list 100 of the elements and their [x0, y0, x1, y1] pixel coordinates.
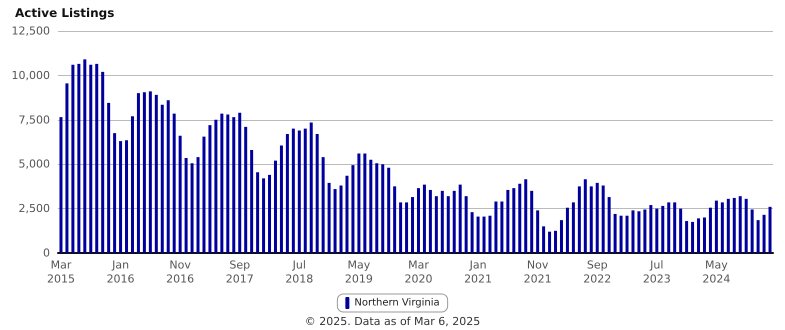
bar [244, 126, 248, 253]
bar [726, 198, 730, 253]
bar [458, 184, 462, 253]
bar [113, 133, 116, 253]
bar [697, 218, 700, 253]
bar [720, 202, 724, 253]
bar [602, 186, 605, 253]
bar [691, 222, 694, 253]
bar [250, 150, 254, 253]
bar [596, 182, 599, 253]
bar [744, 198, 748, 253]
bar [256, 172, 260, 253]
bar [77, 64, 80, 253]
bar [148, 91, 152, 253]
bar [631, 210, 634, 253]
x-tick-label: Nov 2021 [524, 258, 552, 286]
bar [685, 221, 688, 253]
bar [304, 128, 307, 253]
bar [375, 163, 378, 253]
bar [452, 190, 456, 253]
bar [178, 136, 182, 253]
bar [316, 134, 319, 253]
bar [482, 216, 486, 253]
bar [470, 212, 474, 253]
bar [142, 92, 146, 253]
bar [83, 59, 86, 253]
bar [702, 217, 706, 253]
bar [125, 140, 128, 253]
bar [268, 174, 272, 253]
bar [667, 202, 670, 253]
bar [160, 104, 164, 253]
bar [322, 157, 325, 253]
bar [345, 176, 348, 253]
bar [620, 216, 623, 253]
y-tick-label: 12,500 [12, 24, 50, 38]
x-tick-label: May 2024 [702, 258, 730, 286]
bar [298, 130, 301, 253]
bar [434, 196, 438, 253]
bar [172, 114, 176, 253]
bar [381, 164, 384, 253]
bar [440, 190, 444, 253]
bar [369, 160, 372, 253]
x-tick-label: Jul 2018 [285, 258, 314, 286]
bar [714, 200, 718, 253]
bar [351, 165, 354, 253]
bar [59, 117, 62, 253]
bar [530, 190, 534, 253]
bar [411, 197, 414, 253]
bar [310, 122, 313, 253]
bar [512, 188, 516, 253]
bar [762, 214, 766, 253]
bar [334, 189, 337, 253]
bar [71, 64, 74, 253]
chart-title: Active Listings [15, 6, 114, 20]
bar [578, 186, 581, 253]
bar [340, 186, 343, 253]
x-tick-label: May 2019 [344, 258, 373, 286]
bar [750, 209, 754, 253]
x-tick-label: Sep 2017 [226, 258, 254, 286]
bar [655, 208, 658, 253]
bar [95, 64, 98, 253]
x-tick-label: Sep 2022 [583, 258, 612, 286]
bar [416, 188, 420, 253]
bar [65, 83, 68, 253]
bar [226, 114, 230, 253]
bar [542, 226, 546, 253]
bar [649, 205, 652, 253]
bar [643, 209, 646, 253]
y-tick-label: 7,500 [18, 113, 50, 126]
bar [494, 201, 498, 253]
bar [292, 128, 295, 253]
bar [399, 202, 402, 253]
bar [136, 93, 140, 253]
bar [166, 100, 170, 253]
bar [536, 210, 540, 253]
bar [708, 208, 712, 253]
bar [184, 158, 188, 253]
bar [274, 160, 277, 253]
bar [626, 216, 629, 253]
bar [196, 157, 200, 253]
bar [238, 112, 242, 253]
bar [422, 184, 426, 253]
bar [89, 64, 92, 253]
bar [524, 179, 528, 253]
x-tick-label: Mar 2015 [46, 258, 75, 286]
bar [202, 136, 206, 253]
bar [405, 202, 408, 253]
bar [756, 220, 760, 253]
bar [518, 184, 522, 253]
bar [363, 154, 366, 253]
bar [130, 116, 134, 253]
bar [608, 197, 611, 253]
y-tick-label: 10,000 [12, 68, 50, 82]
x-tick-label: Jul 2023 [642, 258, 671, 286]
bar [357, 154, 360, 253]
bar [220, 114, 224, 253]
bar [328, 182, 331, 253]
bar [101, 72, 104, 253]
bar [572, 202, 575, 253]
y-tick-label: 0 [43, 246, 50, 260]
